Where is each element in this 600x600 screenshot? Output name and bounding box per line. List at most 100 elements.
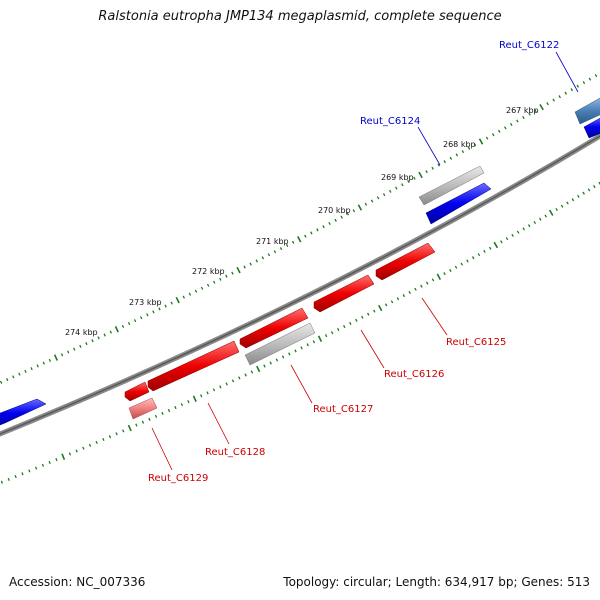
gene-label-reut-c6124[interactable]: Reut_C6124 bbox=[360, 116, 420, 127]
inner-tick bbox=[420, 284, 423, 288]
inner-tick bbox=[281, 355, 285, 359]
outer-tick bbox=[437, 163, 440, 167]
inner-tick bbox=[324, 334, 328, 338]
outer-tick bbox=[12, 375, 15, 379]
outer-tick bbox=[594, 73, 598, 78]
inner-tick bbox=[555, 207, 558, 212]
inner-tick bbox=[454, 265, 458, 269]
outer-tick bbox=[249, 262, 252, 266]
outer-tick bbox=[497, 129, 501, 133]
inner-tick bbox=[300, 346, 303, 350]
inner-tick bbox=[511, 233, 514, 237]
outer-tick bbox=[285, 243, 289, 247]
inner-tick bbox=[238, 376, 241, 380]
outer-tick bbox=[255, 259, 258, 263]
inner-tick bbox=[402, 294, 406, 298]
outer-tick bbox=[407, 179, 410, 184]
gene-label-reut-c6125[interactable]: Reut_C6125 bbox=[446, 337, 506, 348]
inner-tick bbox=[275, 358, 279, 362]
gene-reut-c6122-shape[interactable] bbox=[574, 97, 600, 125]
inner-tick bbox=[587, 188, 591, 192]
outer-tick bbox=[188, 292, 192, 296]
gene-reut-c6128-shape[interactable] bbox=[147, 340, 240, 392]
tick-label-273: 273 kbp bbox=[129, 298, 162, 307]
inner-tick bbox=[377, 304, 383, 312]
inner-tick bbox=[28, 469, 31, 473]
gene-labels: Reut_C6122 Reut_C6124 Reut_C6125 Reut_C6… bbox=[148, 40, 559, 484]
outer-tick bbox=[334, 218, 337, 222]
gene-label-reut-c6129[interactable]: Reut_C6129 bbox=[148, 473, 208, 484]
gene-reut-c6124-shape[interactable] bbox=[418, 165, 485, 206]
outer-tick bbox=[564, 91, 568, 95]
outer-tick bbox=[194, 289, 198, 293]
outer-tick bbox=[0, 380, 3, 384]
outer-tick bbox=[425, 170, 428, 174]
inner-tick bbox=[560, 204, 564, 208]
inner-tick bbox=[522, 227, 525, 231]
inner-tick bbox=[135, 423, 138, 427]
outer-tick bbox=[395, 186, 398, 190]
topology-summary: Topology: circular; Length: 634,917 bp; … bbox=[283, 575, 590, 589]
inner-tick bbox=[425, 281, 429, 285]
outer-tick bbox=[97, 336, 100, 340]
outer-tick bbox=[53, 354, 59, 361]
inner-tick bbox=[127, 424, 132, 432]
outer-tick bbox=[48, 358, 52, 362]
tick-label-270: 270 kbp bbox=[318, 206, 351, 215]
inner-tick bbox=[0, 480, 4, 484]
gene-label-reut-c6122[interactable]: Reut_C6122 bbox=[499, 40, 559, 51]
tick-labels: 267 kbp 268 kbp 269 kbp 270 kbp 271 kbp … bbox=[65, 106, 539, 337]
leader-line-c6125 bbox=[421, 297, 448, 336]
gene-reut-c6126-shape[interactable] bbox=[313, 274, 375, 313]
gene-reut-c6125-shape[interactable] bbox=[375, 242, 436, 281]
outer-tick bbox=[546, 102, 549, 106]
forward-strand-genes bbox=[0, 97, 600, 427]
outer-tick bbox=[170, 301, 173, 305]
tick-label-274: 274 kbp bbox=[65, 328, 98, 337]
tick-label-267: 267 kbp bbox=[506, 106, 539, 115]
outer-tick bbox=[364, 202, 368, 206]
outer-tick bbox=[401, 183, 404, 187]
tick-label-271: 271 kbp bbox=[256, 237, 289, 246]
outer-tick bbox=[219, 277, 222, 281]
outer-tick bbox=[467, 146, 471, 150]
gene-reut-c6127-top-shape[interactable] bbox=[239, 307, 309, 349]
inner-tick bbox=[256, 365, 261, 373]
outer-tick bbox=[516, 119, 519, 123]
outer-tick bbox=[389, 189, 392, 193]
gene-reut-c6129-shape[interactable] bbox=[128, 397, 158, 420]
inner-tick bbox=[483, 249, 486, 253]
outer-tick bbox=[236, 266, 241, 274]
outer-tick bbox=[279, 247, 283, 251]
gene-forward-right-edge[interactable] bbox=[583, 116, 600, 139]
inner-tick bbox=[34, 466, 38, 470]
leader-line-c6124 bbox=[417, 126, 441, 166]
inner-tick bbox=[373, 309, 376, 313]
gene-label-reut-c6127[interactable]: Reut_C6127 bbox=[313, 404, 373, 415]
inner-tick bbox=[396, 297, 400, 301]
outer-tick bbox=[243, 265, 246, 269]
tick-label-269: 269 kbp bbox=[381, 173, 414, 182]
outer-tick bbox=[231, 271, 234, 275]
outer-tick bbox=[370, 199, 374, 203]
gene-reut-c6127-shape[interactable] bbox=[244, 322, 316, 366]
tick-label-272: 272 kbp bbox=[192, 267, 225, 276]
inner-tick bbox=[212, 388, 216, 392]
outer-tick bbox=[273, 250, 277, 254]
inner-tick bbox=[443, 272, 446, 276]
gene-label-reut-c6126[interactable]: Reut_C6126 bbox=[384, 369, 444, 380]
gene-left-edge-forward[interactable] bbox=[0, 398, 47, 427]
gene-reut-c6129-top-shape[interactable] bbox=[124, 381, 150, 402]
outer-tick bbox=[485, 136, 489, 140]
gene-forward-below-c6124[interactable] bbox=[425, 182, 492, 225]
gene-label-reut-c6128[interactable]: Reut_C6128 bbox=[205, 447, 265, 458]
outer-tick bbox=[582, 81, 586, 85]
outer-tick bbox=[431, 166, 434, 170]
outer-tick bbox=[473, 143, 477, 147]
outer-tick bbox=[310, 231, 313, 235]
outer-tick bbox=[357, 204, 363, 211]
inner-tick bbox=[174, 406, 177, 410]
leader-line-c6128 bbox=[207, 402, 230, 445]
outer-tick bbox=[140, 316, 143, 320]
